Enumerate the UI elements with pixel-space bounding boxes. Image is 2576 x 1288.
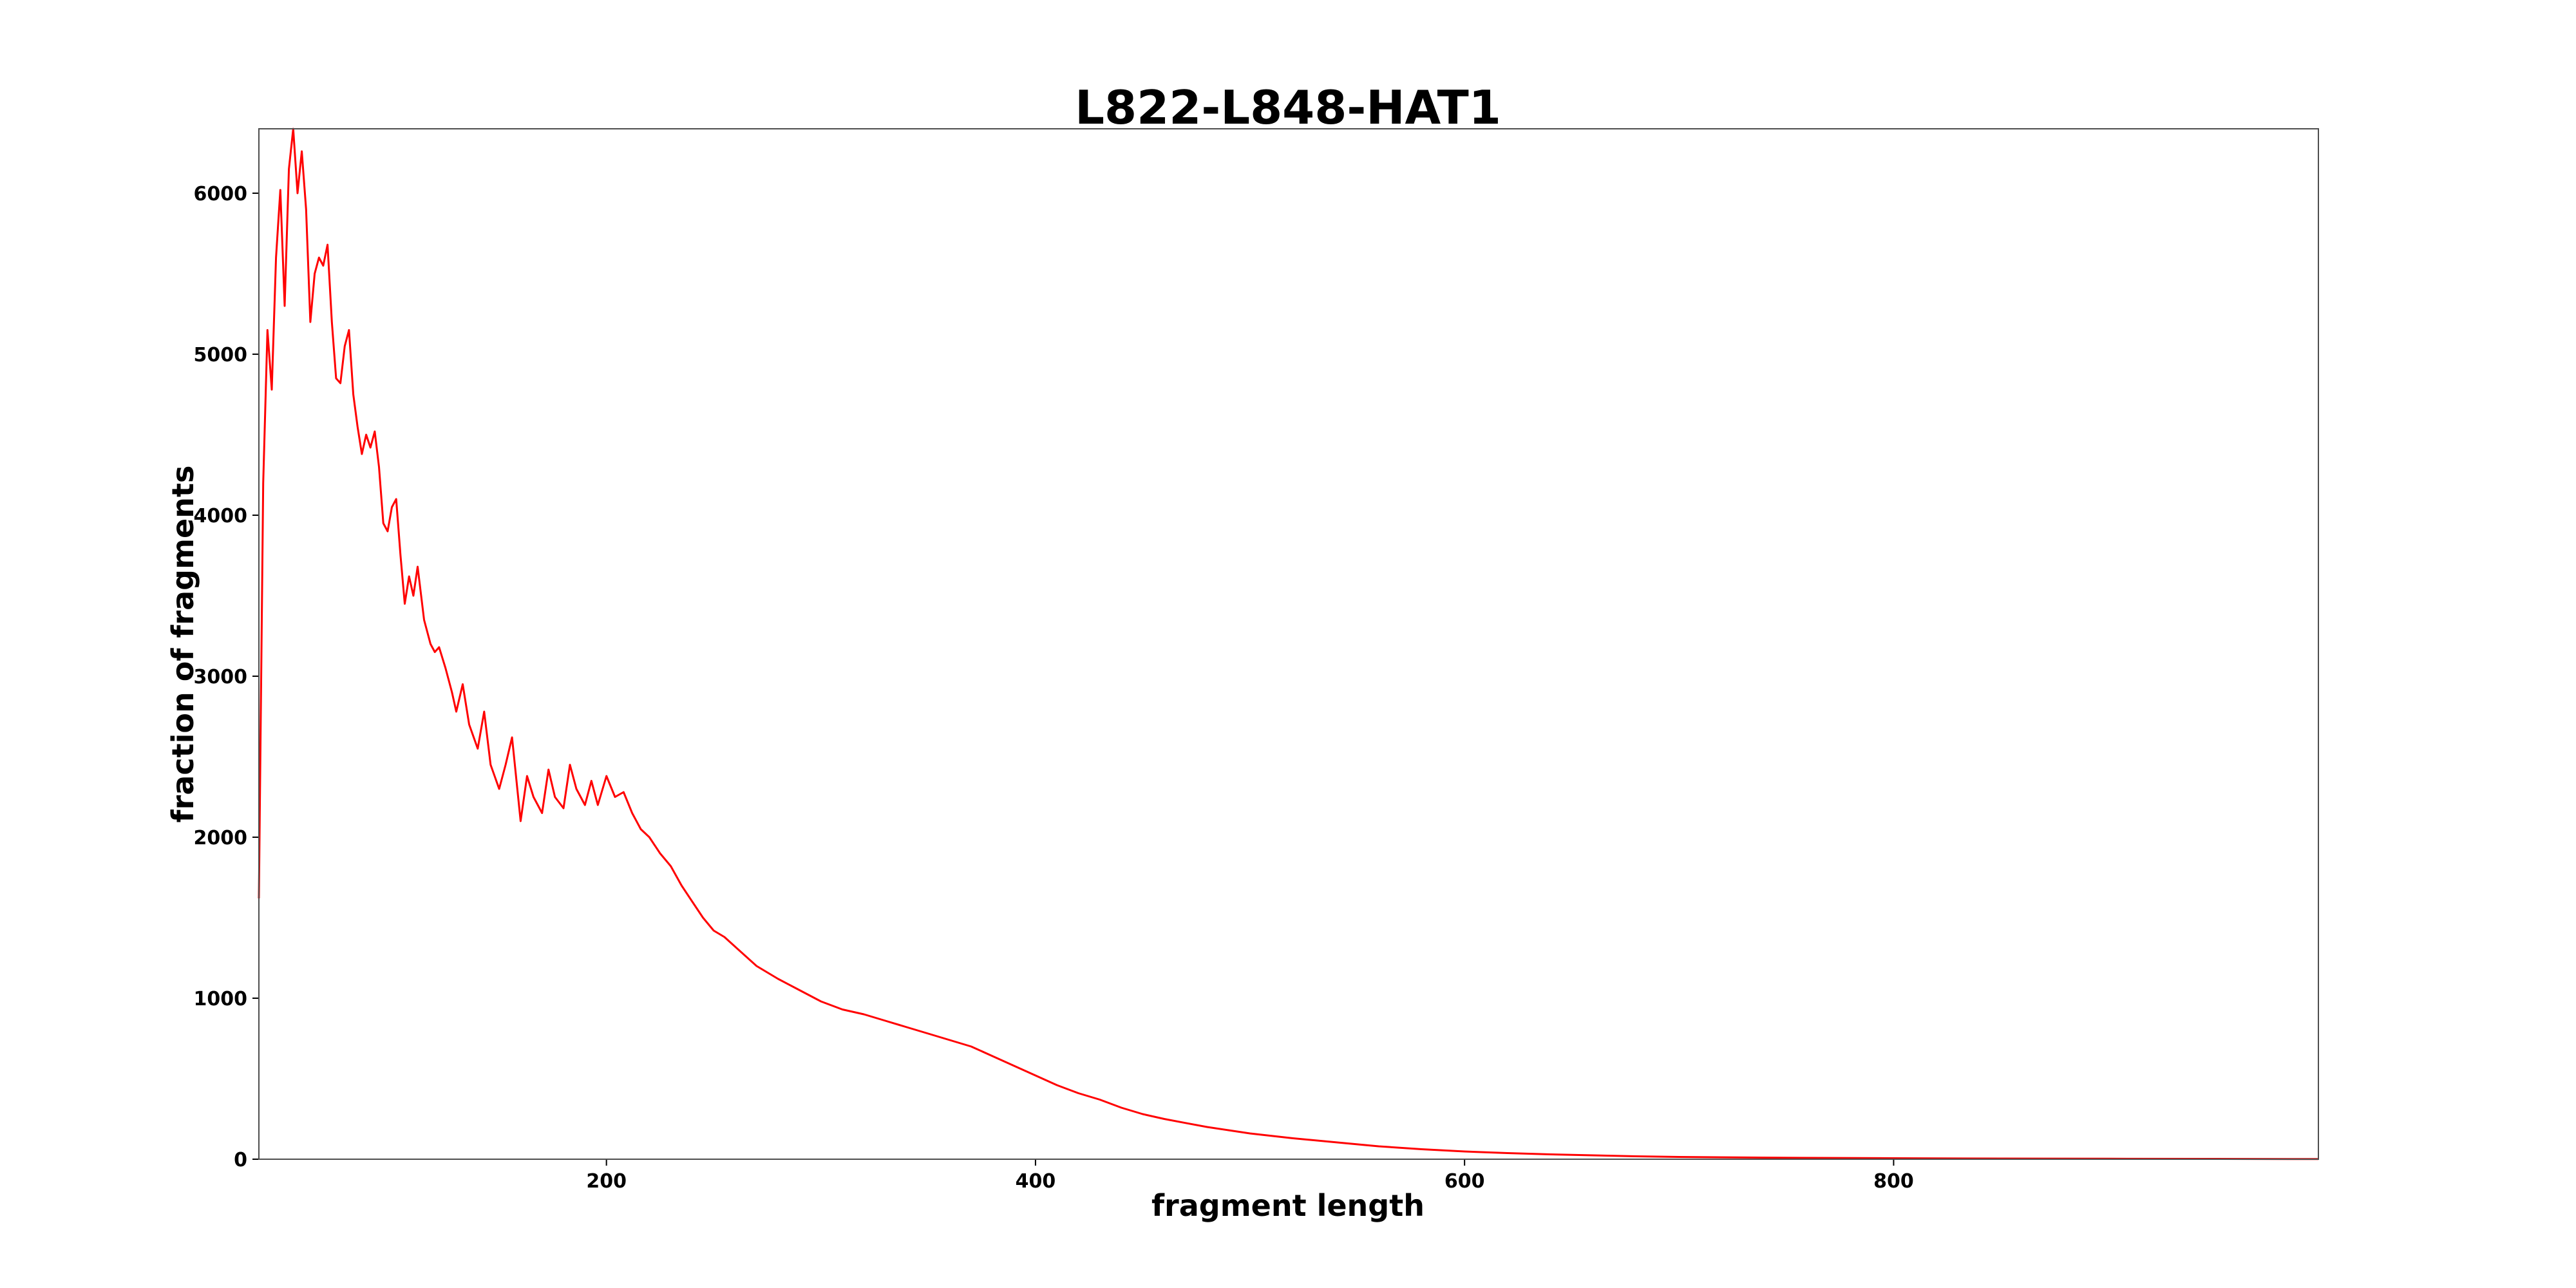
y-tick-label: 3000 — [194, 666, 248, 688]
plot-frame — [258, 128, 2319, 1160]
x-axis-label: fragment length — [1151, 1188, 1425, 1223]
y-tick-label: 5000 — [194, 344, 248, 366]
series-layer — [258, 128, 2319, 1160]
y-tick-label: 6000 — [194, 183, 248, 205]
y-tick-label: 2000 — [194, 827, 248, 849]
y-tick-label: 4000 — [194, 505, 248, 527]
x-tick-label: 800 — [1873, 1170, 1914, 1193]
x-tick-label: 200 — [586, 1170, 627, 1193]
chart-title: L822-L848-HAT1 — [1075, 80, 1501, 135]
x-tick-label: 600 — [1444, 1170, 1485, 1193]
series-line — [258, 128, 2319, 1160]
x-tick-label: 400 — [1016, 1170, 1056, 1193]
y-tick-label: 1000 — [194, 988, 248, 1010]
y-axis-label: fraction of fragments — [166, 466, 200, 823]
axis-ticks: 200 400 600 800 0 1000 2000 3000 4000 5000 6000 — [194, 183, 1914, 1193]
y-tick-label: 0 — [234, 1149, 247, 1171]
